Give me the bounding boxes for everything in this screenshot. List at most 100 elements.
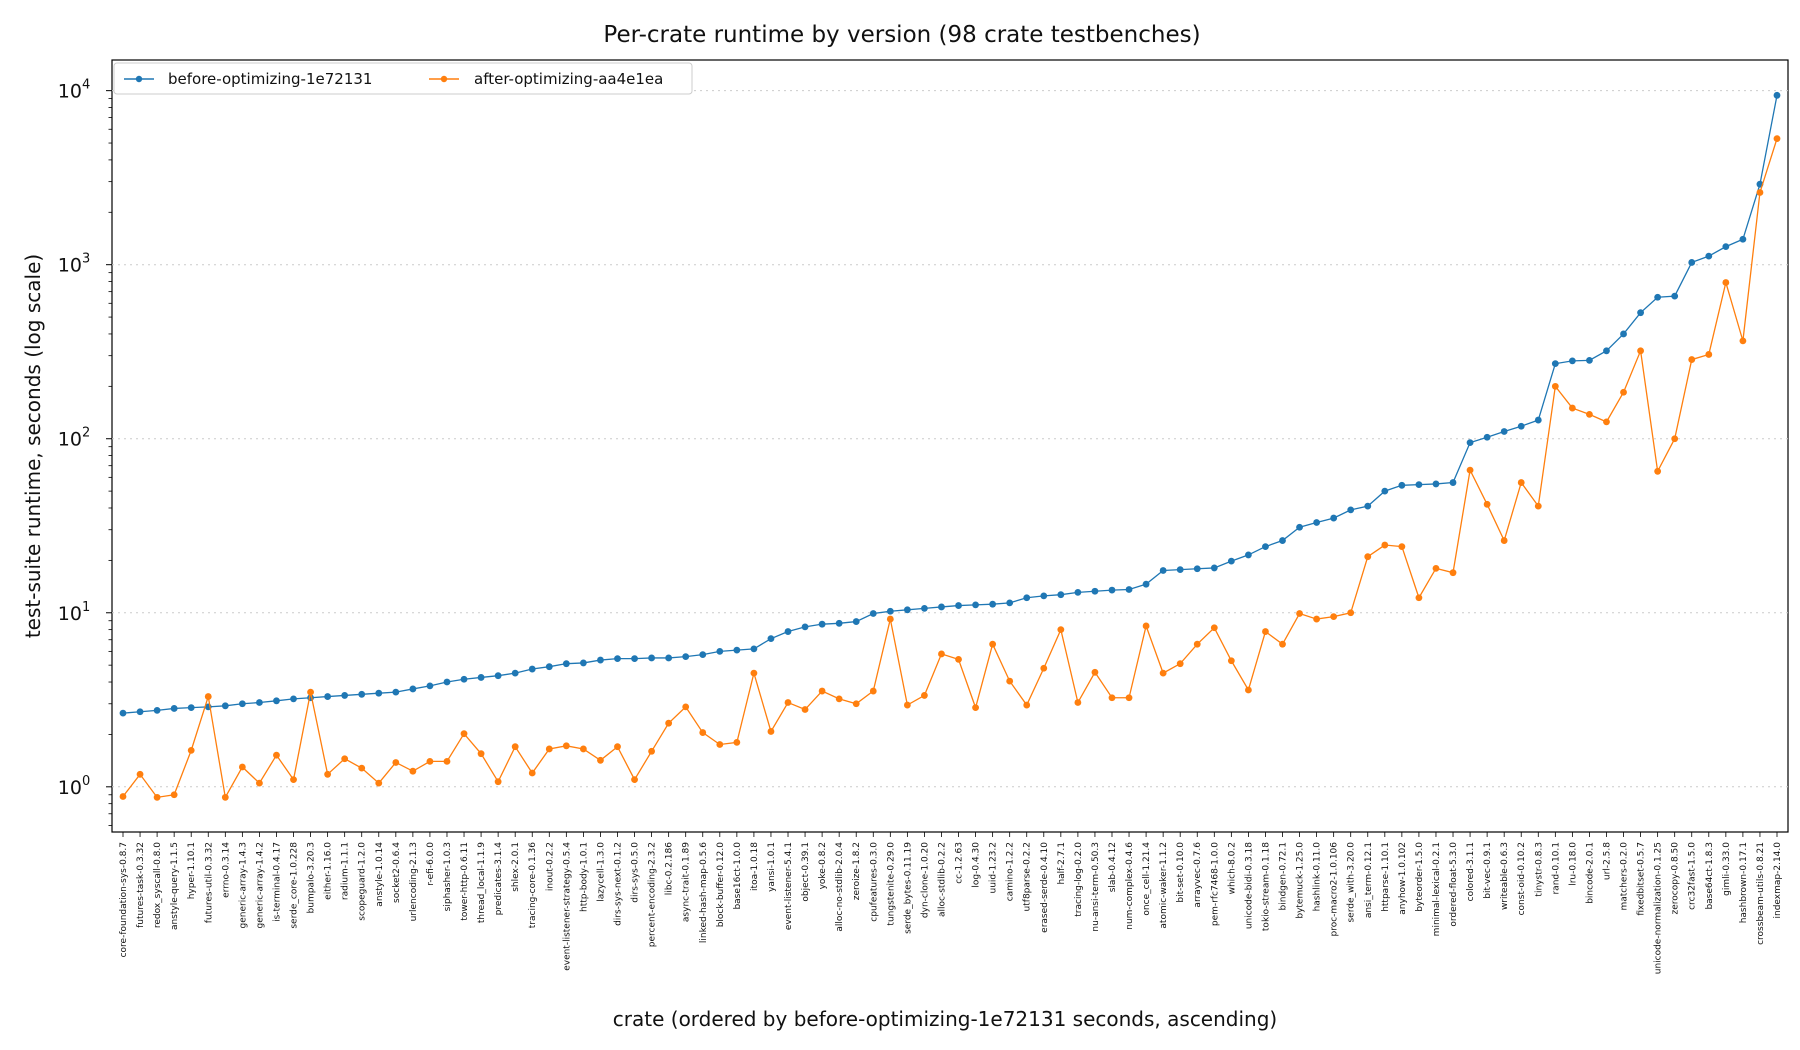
x-tick-label: indexmap-2.14.0	[1773, 842, 1783, 919]
x-tick-label: tinystr-0.8.3	[1534, 842, 1544, 897]
data-point-after	[938, 650, 945, 658]
x-tick-label: half-2.7.1	[1057, 842, 1067, 885]
data-point-after	[443, 757, 451, 765]
data-point-before	[1432, 480, 1440, 488]
data-point-before	[392, 688, 400, 696]
x-tick-label: camino-1.2.2	[1006, 842, 1016, 901]
data-point-after	[341, 755, 349, 763]
data-point-before	[886, 607, 894, 615]
x-tick-label: colored-3.1.1	[1466, 842, 1476, 901]
data-point-after	[119, 793, 127, 800]
data-point-before	[1091, 587, 1099, 595]
x-tick-label: predicates-3.1.4	[494, 842, 504, 916]
data-point-after	[1688, 356, 1696, 363]
data-point-after	[955, 655, 962, 663]
data-point-before	[1193, 565, 1201, 573]
data-point-before	[1705, 252, 1713, 260]
data-point-after	[921, 692, 928, 699]
data-point-before	[955, 602, 962, 609]
data-point-after	[1500, 537, 1508, 544]
x-tick-label: anstyle-query-1.1.5	[170, 842, 180, 930]
data-point-before	[136, 708, 144, 716]
data-point-before	[256, 699, 263, 706]
legend: before-optimizing-1e72131 after-optimizi…	[113, 62, 693, 95]
data-point-after	[562, 742, 570, 750]
x-tick-label: itoa-1.0.18	[750, 842, 760, 891]
data-point-after	[784, 699, 792, 706]
x-tick-label: anstyle-1.0.14	[375, 842, 385, 907]
x-tick-label: anyhow-1.0.102	[1398, 842, 1408, 915]
data-point-before	[1517, 422, 1525, 430]
data-point-before	[682, 653, 690, 660]
data-point-after	[1671, 435, 1679, 443]
legend-box	[113, 62, 693, 95]
x-tick-label: either-1.16.0	[324, 842, 334, 900]
data-point-before	[699, 651, 707, 658]
data-point-after	[1739, 337, 1747, 345]
x-tick-label: slab-0.4.12	[1108, 842, 1118, 892]
x-tick-label: base16ct-1.0.0	[733, 842, 743, 910]
data-point-after	[1006, 677, 1014, 685]
data-point-after	[1364, 553, 1372, 561]
x-tick-label: bindgen-0.72.1	[1279, 842, 1289, 910]
x-tick-label: writeable-0.6.3	[1500, 842, 1510, 910]
x-tick-label: alloc-stdlib-0.2.2	[937, 842, 947, 917]
data-point-before	[835, 619, 843, 627]
data-point-before	[1688, 259, 1696, 266]
x-tick-label: siphasher-1.0.3	[443, 842, 453, 911]
data-point-after	[665, 719, 673, 727]
x-tick-label: utf8parse-0.2.2	[1023, 842, 1033, 911]
data-point-before	[1551, 360, 1559, 368]
x-tick-label: base64ct-1.8.3	[1705, 842, 1715, 910]
x-tick-label: generic-array-1.4.3	[238, 842, 248, 928]
x-tick-label: tracing-log-0.2.0	[1074, 842, 1084, 917]
x-tick-label: serde_core-1.0.228	[290, 842, 300, 929]
data-point-after	[1125, 694, 1133, 702]
data-point-before	[409, 685, 417, 693]
data-point-before	[597, 656, 604, 664]
x-axis-label: crate (ordered by before-optimizing-1e72…	[613, 1007, 1277, 1031]
data-point-before	[989, 600, 997, 608]
x-tick-label: zeroize-1.8.2	[852, 842, 862, 900]
y-tick-label: 103	[58, 252, 90, 277]
data-point-after	[972, 704, 979, 712]
x-tick-label: rand-0.10.1	[1551, 842, 1561, 895]
x-tick-label: async-trait-0.1.89	[682, 842, 692, 922]
data-point-after	[1637, 347, 1644, 355]
data-point-after	[1040, 664, 1048, 672]
data-point-after	[579, 745, 587, 753]
data-point-before	[1620, 330, 1627, 338]
data-point-before	[1006, 599, 1014, 607]
x-tick-label: minimal-lexical-0.2.1	[1432, 842, 1442, 936]
data-point-before	[238, 700, 246, 708]
data-point-after	[1279, 640, 1286, 648]
data-point-before	[869, 610, 877, 617]
x-tick-label: uuid-1.23.2	[989, 842, 999, 894]
data-point-after	[1654, 467, 1662, 475]
data-point-after	[477, 750, 485, 758]
data-point-after	[307, 688, 314, 696]
data-point-after	[460, 730, 468, 738]
data-point-after	[869, 687, 877, 695]
data-point-before	[290, 695, 297, 703]
x-tick-label: hyper-1.10.1	[187, 842, 197, 899]
x-tick-label: scopeguard-1.2.0	[358, 842, 368, 921]
data-point-after	[989, 640, 997, 648]
x-tick-label: dyn-clone-1.0.20	[920, 842, 930, 918]
data-point-before	[1500, 428, 1508, 435]
x-tick-label: ansi_term-0.12.1	[1364, 842, 1374, 918]
x-tick-label: core-foundation-sys-0.8.7	[119, 842, 129, 957]
x-tick-label: event-listener-strategy-0.5.4	[562, 842, 572, 971]
data-point-after	[716, 741, 724, 748]
data-point-after	[886, 615, 894, 623]
x-tick-label: crossbeam-utils-0.8.21	[1756, 842, 1766, 945]
x-tick-label: unicode-normalization-0.1.25	[1654, 842, 1664, 974]
data-point-after	[528, 769, 536, 777]
data-point-before	[1415, 481, 1423, 489]
data-point-after	[1551, 382, 1559, 390]
data-point-after	[1245, 686, 1252, 694]
data-point-after	[1210, 624, 1218, 632]
y-tick-label: 104	[58, 78, 90, 103]
data-point-before	[221, 702, 229, 710]
data-point-before	[1637, 309, 1644, 317]
